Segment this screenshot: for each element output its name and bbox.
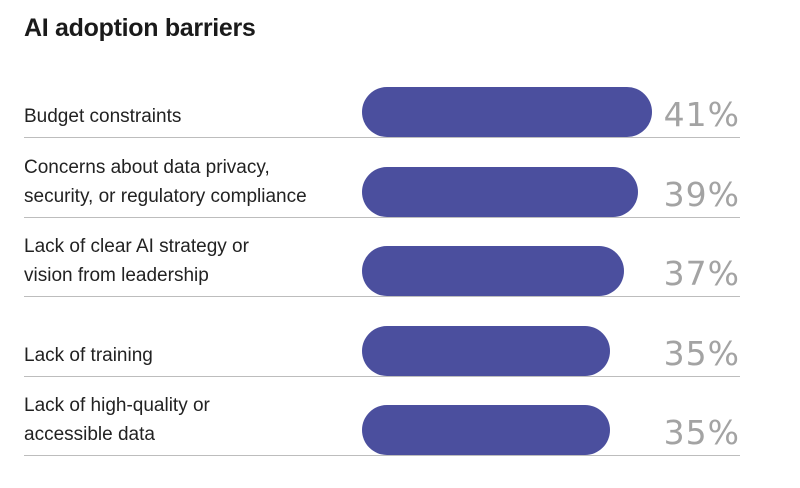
bar-row: Budget constraints 41% bbox=[24, 65, 740, 138]
category-label-line: Concerns about data privacy, bbox=[24, 156, 270, 178]
category-label-line: vision from leadership bbox=[24, 265, 209, 286]
category-label: Concerns about data privacy, security, or… bbox=[24, 153, 354, 211]
bar bbox=[362, 87, 652, 137]
value-label: 35% bbox=[663, 413, 740, 452]
chart-title: AI adoption barriers bbox=[24, 14, 256, 42]
bar-row: Lack of clear AI strategy or vision from … bbox=[24, 224, 740, 297]
category-label-line: security, or regulatory compliance bbox=[24, 185, 307, 207]
bar bbox=[362, 325, 610, 376]
bar-row: Lack of training 35% bbox=[24, 304, 740, 377]
bar-row: Lack of high-quality or accessible data 35… bbox=[24, 383, 740, 456]
value-label: 39% bbox=[663, 174, 740, 214]
bar bbox=[362, 166, 638, 217]
value-label: 41% bbox=[663, 95, 740, 134]
category-label: Lack of clear AI strategy or vision from … bbox=[24, 232, 354, 290]
bar bbox=[362, 246, 624, 296]
category-label-line: Budget constraints bbox=[24, 106, 182, 127]
category-label-line: Lack of training bbox=[24, 344, 153, 366]
bar bbox=[362, 405, 610, 455]
category-label-line: Lack of high-quality or bbox=[24, 395, 210, 416]
value-label: 35% bbox=[663, 333, 740, 373]
category-label: Lack of training bbox=[24, 341, 354, 370]
bar-row: Concerns about data privacy, security, or… bbox=[24, 145, 740, 218]
category-label-line: accessible data bbox=[24, 424, 155, 445]
category-label: Budget constraints bbox=[24, 102, 354, 131]
category-label: Lack of high-quality or accessible data bbox=[24, 391, 354, 449]
value-label: 37% bbox=[663, 254, 740, 293]
category-label-line: Lack of clear AI strategy or bbox=[24, 236, 249, 257]
